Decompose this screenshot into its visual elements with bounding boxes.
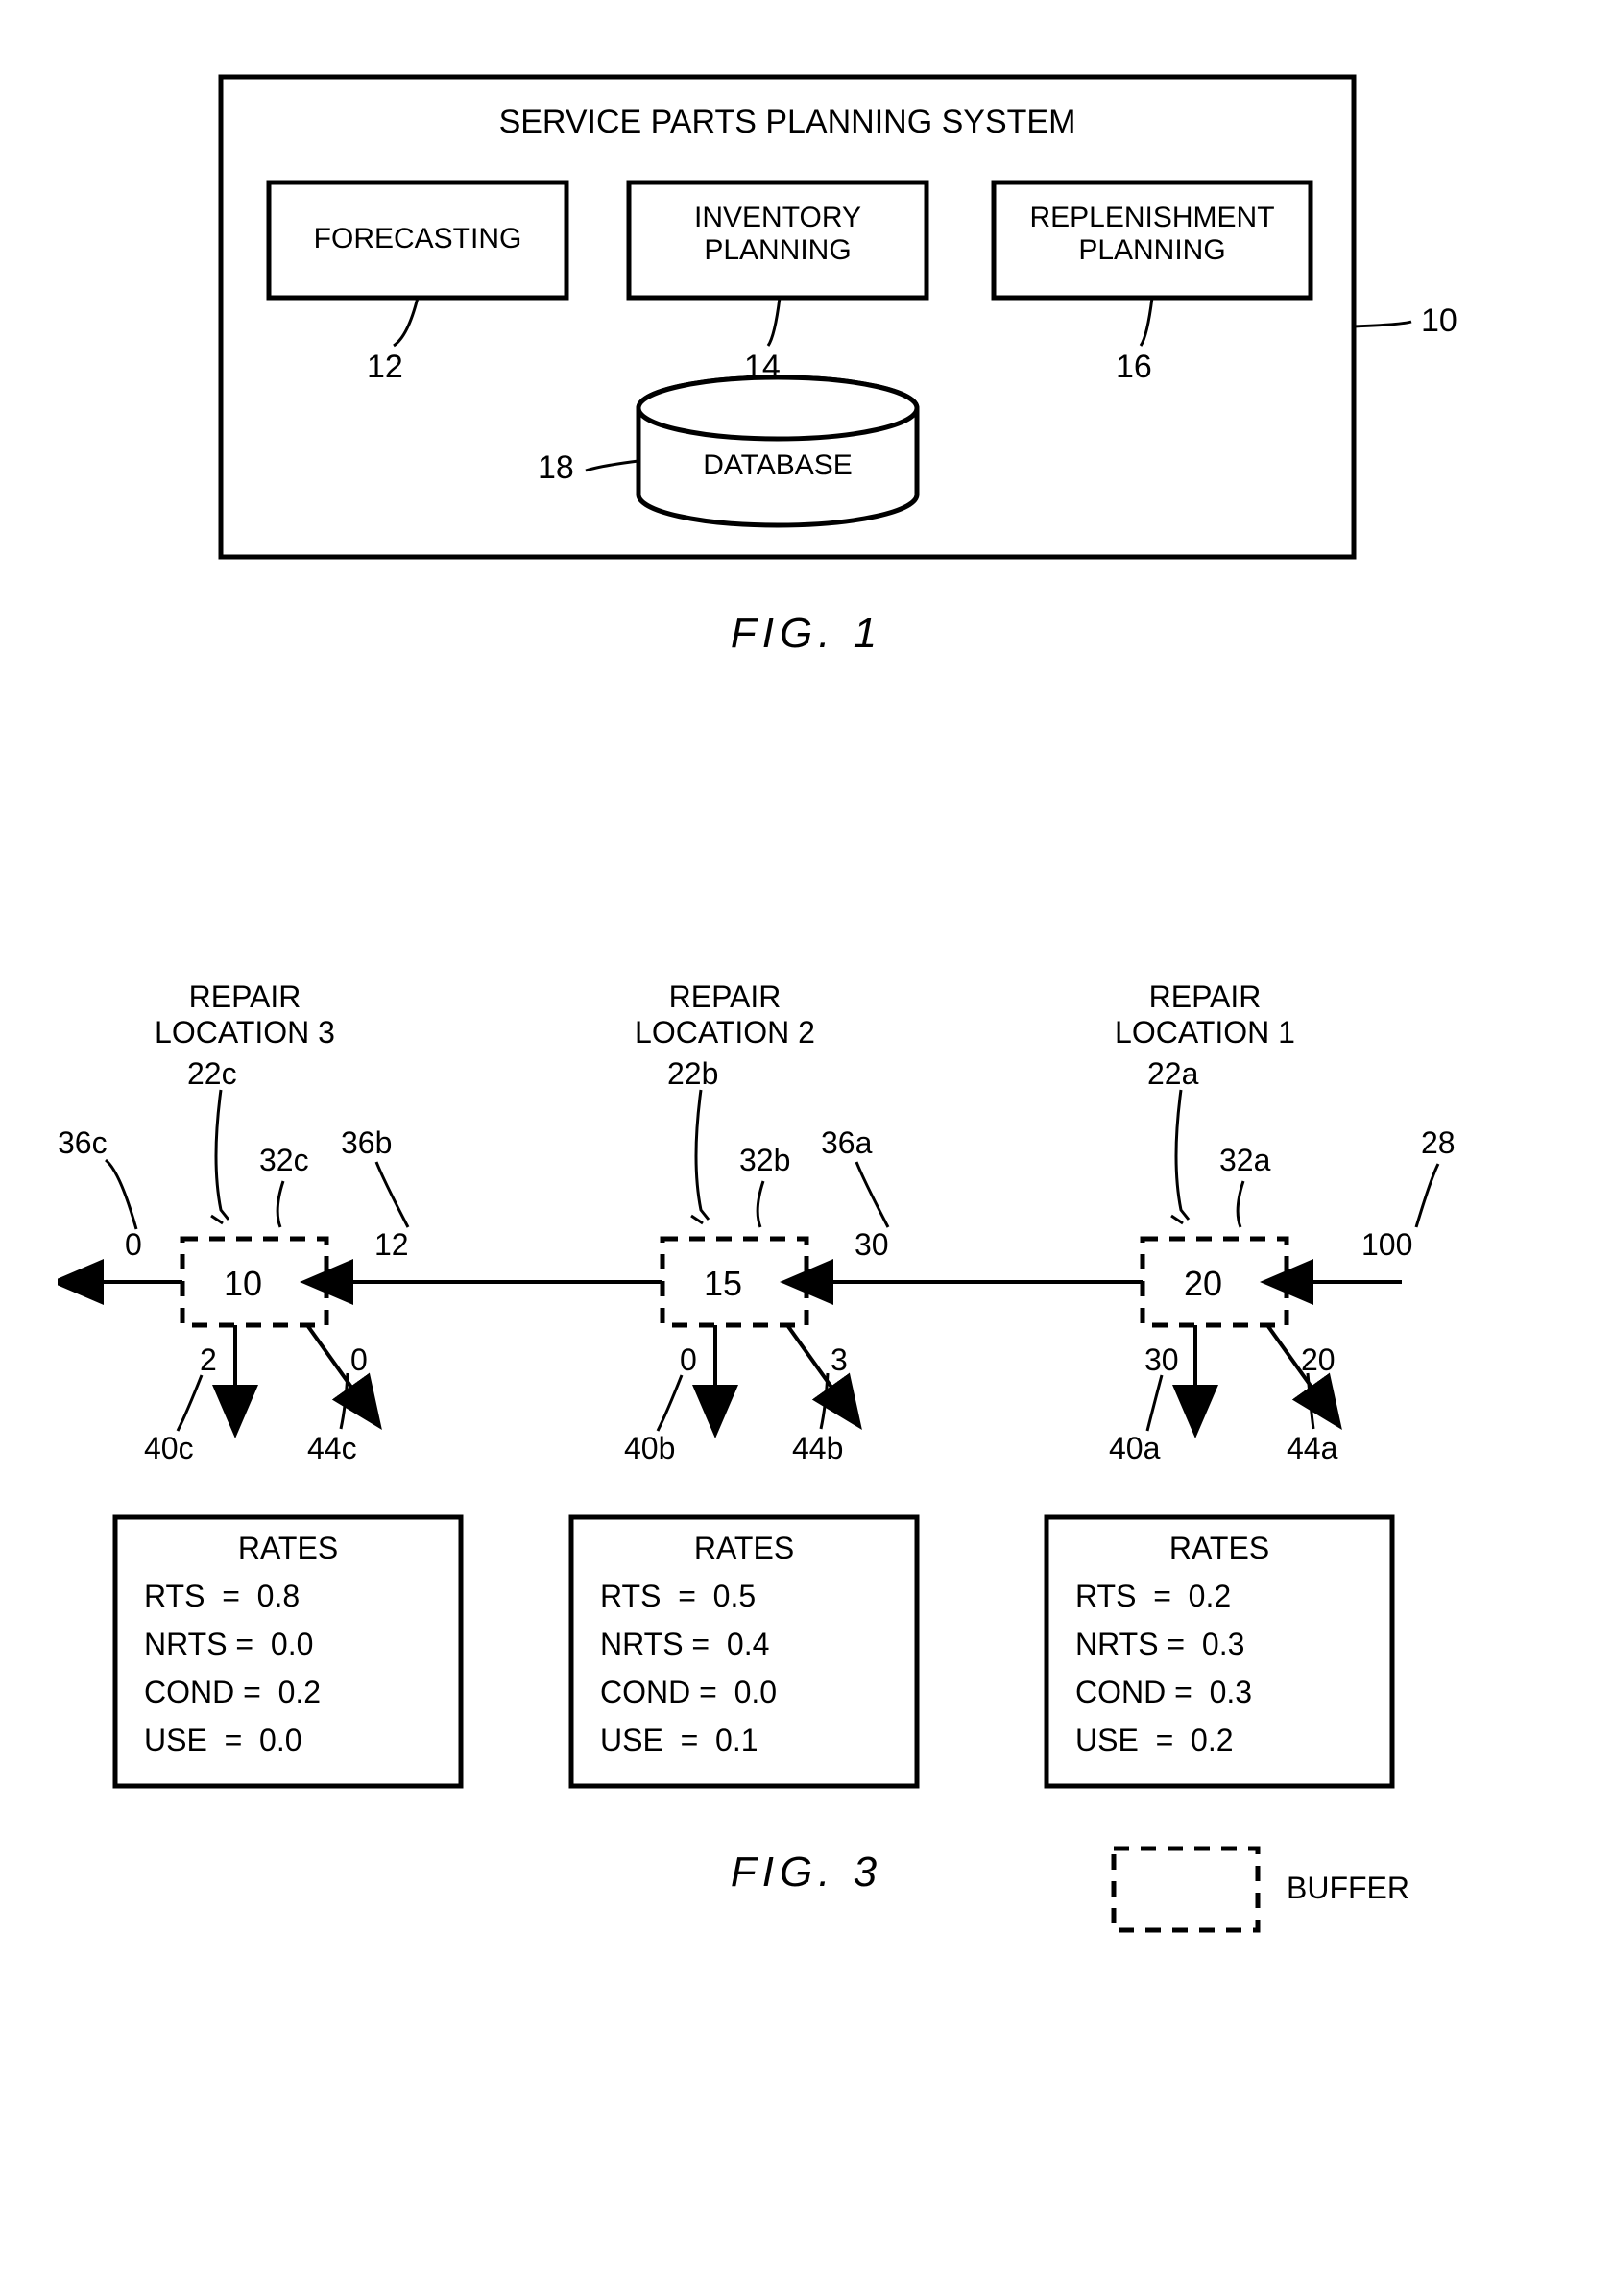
ref-40c: 40c [144, 1431, 194, 1466]
cond-val-2: 0.0 [734, 1675, 777, 1709]
use-key: USE [144, 1723, 207, 1757]
use-val-1: 0.2 [1191, 1723, 1233, 1757]
val-36c: 0 [125, 1227, 142, 1263]
ref-36c: 36c [58, 1125, 108, 1161]
rates-nrts-3: NRTS = 0.0 [144, 1627, 313, 1662]
val-36a: 30 [855, 1227, 889, 1263]
rates-use-1: USE = 0.2 [1075, 1723, 1234, 1758]
database-label: DATABASE [638, 449, 917, 482]
nrts-val-2: 0.4 [727, 1627, 769, 1661]
ref-16: 16 [1116, 349, 1152, 386]
leader-10 [1354, 322, 1411, 326]
ref-32b: 32b [739, 1143, 790, 1178]
leader-40c [178, 1375, 202, 1431]
leader-22a [1171, 1090, 1189, 1223]
figure-3: REPAIR LOCATION 3 22c 10 32c 0 36c 12 36… [58, 979, 1555, 2132]
leader-22c [211, 1090, 229, 1223]
rates-rts-3: RTS = 0.8 [144, 1579, 300, 1614]
rates-rts-1: RTS = 0.2 [1075, 1579, 1231, 1614]
leader-40a [1147, 1375, 1162, 1431]
use-val-2: 0.1 [715, 1723, 758, 1757]
rates-title-3: RATES [115, 1531, 461, 1566]
ref-40a: 40a [1109, 1431, 1160, 1466]
replenishment-label: REPLENISHMENT PLANNING [994, 202, 1311, 267]
leader-44a [1308, 1373, 1313, 1429]
val-36b: 12 [374, 1227, 409, 1263]
rates-cond-3: COND = 0.2 [144, 1675, 321, 1710]
loc3-name: REPAIR LOCATION 3 [134, 979, 355, 1051]
buffer-val-2: 15 [704, 1264, 742, 1304]
forecasting-label: FORECASTING [269, 223, 566, 255]
val-28: 100 [1361, 1227, 1412, 1263]
ref-18: 18 [538, 449, 574, 487]
rts-val-1: 0.2 [1189, 1579, 1231, 1613]
system-title: SERVICE PARTS PLANNING SYSTEM [221, 104, 1354, 141]
rts-val-2: 0.5 [713, 1579, 756, 1613]
figure-1: SERVICE PARTS PLANNING SYSTEM FORECASTIN… [58, 58, 1555, 730]
leader-44b [821, 1373, 828, 1429]
leader-32c [277, 1181, 283, 1227]
cond-key: COND [144, 1675, 234, 1709]
ref-28: 28 [1421, 1125, 1456, 1161]
leader-16 [1141, 298, 1152, 346]
leader-22b [691, 1090, 709, 1223]
ref-36a: 36a [821, 1125, 872, 1161]
buffer-val-1: 20 [1184, 1264, 1222, 1304]
val-44a: 20 [1301, 1342, 1336, 1378]
val-40c: 2 [200, 1342, 217, 1378]
val-40a: 30 [1144, 1342, 1179, 1378]
leader-40b [658, 1375, 682, 1431]
val-44c: 0 [350, 1342, 368, 1378]
leader-36c [106, 1160, 136, 1229]
rates-use-2: USE = 0.1 [600, 1723, 758, 1758]
rates-title-1: RATES [1047, 1531, 1392, 1566]
nrts-val-3: 0.0 [271, 1627, 313, 1661]
rates-cond-2: COND = 0.0 [600, 1675, 777, 1710]
nrts-val-1: 0.3 [1202, 1627, 1244, 1661]
rts-key: RTS [144, 1579, 205, 1613]
rates-cond-1: COND = 0.3 [1075, 1675, 1252, 1710]
loc2-name: REPAIR LOCATION 2 [614, 979, 835, 1051]
ref-44a: 44a [1287, 1431, 1337, 1466]
ref-36b: 36b [341, 1125, 392, 1161]
ref-22c: 22c [187, 1056, 237, 1092]
ref-44b: 44b [792, 1431, 843, 1466]
val-44b: 3 [831, 1342, 848, 1378]
fig3-caption: FIG. 3 [58, 1849, 1555, 1897]
leader-32a [1238, 1181, 1243, 1227]
leader-36b [376, 1162, 408, 1227]
leader-32b [758, 1181, 763, 1227]
inventory-label: INVENTORY PLANNING [629, 202, 927, 267]
rates-rts-2: RTS = 0.5 [600, 1579, 756, 1614]
leader-44c [341, 1373, 348, 1429]
ref-14: 14 [744, 349, 781, 386]
ref-32a: 32a [1219, 1143, 1270, 1178]
loc1-name: REPAIR LOCATION 1 [1095, 979, 1315, 1051]
use-val-3: 0.0 [259, 1723, 301, 1757]
ref-10: 10 [1421, 302, 1457, 340]
ref-22b: 22b [667, 1056, 718, 1092]
ref-44c: 44c [307, 1431, 357, 1466]
leader-28 [1416, 1164, 1438, 1227]
fig1-svg [58, 58, 1555, 615]
ref-40b: 40b [624, 1431, 675, 1466]
nrts-key: NRTS [144, 1627, 228, 1661]
ref-22a: 22a [1147, 1056, 1198, 1092]
rates-nrts-1: NRTS = 0.3 [1075, 1627, 1244, 1662]
leader-12 [394, 298, 418, 346]
ref-32c: 32c [259, 1143, 309, 1178]
ref-12: 12 [367, 349, 403, 386]
cond-val-1: 0.3 [1210, 1675, 1252, 1709]
rates-use-3: USE = 0.0 [144, 1723, 302, 1758]
rates-nrts-2: NRTS = 0.4 [600, 1627, 769, 1662]
leader-14 [768, 298, 780, 346]
val-40b: 0 [680, 1342, 697, 1378]
rts-val-3: 0.8 [257, 1579, 300, 1613]
buffer-val-3: 10 [224, 1264, 262, 1304]
fig1-caption: FIG. 1 [58, 610, 1555, 658]
rates-title-2: RATES [571, 1531, 917, 1566]
leader-36a [856, 1162, 888, 1227]
leader-18 [586, 461, 638, 471]
cond-val-3: 0.2 [278, 1675, 321, 1709]
